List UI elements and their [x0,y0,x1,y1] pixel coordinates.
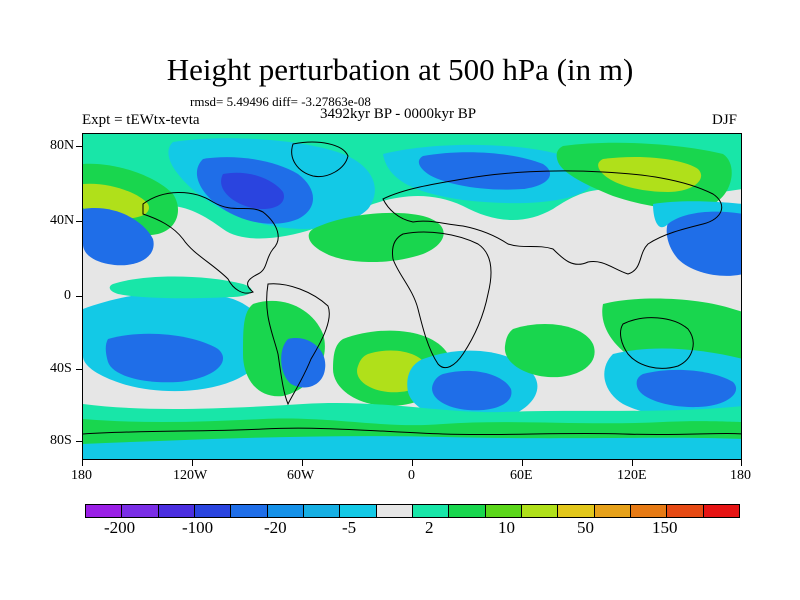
contour-cyan-npacific-right [653,201,741,228]
colorbar-swatch [667,505,704,517]
colorbar-label: 10 [498,518,515,537]
contour-blue-npacific-right [666,209,741,276]
rmsd-stats: rmsd= 5.49496 diff= -3.27863e-08 [190,94,371,109]
season-label: DJF [712,112,738,128]
ytick-40n [76,221,82,222]
ytick-80n [76,146,82,147]
xtick-120w [192,460,193,466]
colorbar-swatch [194,505,232,517]
colorbar-swatch [703,505,739,517]
lon-label-180-left: 180 [71,468,92,483]
time-period-label: 3492kyr BP - 0000kyr BP [320,106,477,122]
contour-blue-southpacific [105,333,224,383]
colorbar-swatch [594,505,631,517]
colorbar-label: 150 [652,518,678,537]
lon-label-60w: 60W [287,468,315,483]
contour-blue-south-indian [432,370,512,411]
ytick-80s [76,441,82,442]
colorbar-swatch [231,505,268,517]
xtick-180w [82,460,83,466]
xtick-60w [302,460,303,466]
map-panel [82,133,742,460]
colorbar-label: -100 [182,518,214,537]
colorbar [85,504,740,518]
colorbar-swatch [340,505,377,517]
contour-teal-pacific-equator [109,276,252,299]
contour-yellowgreen-siberia [598,157,702,192]
contour-blue-eurasia [418,152,551,190]
lat-label-40s: 40S [50,361,72,376]
colorbar-swatch [267,505,304,517]
coast-south-america [266,283,330,406]
xtick-0 [412,460,413,466]
xtick-120e [632,460,633,466]
colorbar-swatch [521,505,559,517]
contour-blue-australia-south [636,369,737,408]
contour-cyan-antarctica [83,436,741,459]
lon-label-120e: 120E [617,468,647,483]
colorbar-label: -5 [342,518,357,537]
colorbar-swatch [630,505,668,517]
colorbar-swatch [558,505,595,517]
colorbar-label: -20 [264,518,287,537]
contour-darkblue-greenland [221,172,284,210]
xtick-60e [522,460,523,466]
lon-label-180-right: 180 [730,468,751,483]
colorbar-label: -200 [104,518,136,537]
lat-label-80n: 80N [50,138,75,153]
lon-label-60e: 60E [510,468,533,483]
colorbar-swatch [412,505,450,517]
contour-green-indian [504,324,595,378]
experiment-label: Expt = tEWtx-tevta [82,112,200,128]
contour-blue-argentina [281,338,326,388]
coast-europe-asia [382,170,723,275]
colorbar-swatch [449,505,486,517]
ytick-0 [76,296,82,297]
ytick-40s [76,369,82,370]
colorbar-swatch [303,505,341,517]
contour-green-atlantic [308,212,444,263]
contour-map [83,134,741,459]
lon-label-0: 0 [408,468,415,483]
colorbar-label: 2 [425,518,434,537]
colorbar-swatch [485,505,522,517]
colorbar-swatch [122,505,159,517]
lat-label-80s: 80S [50,433,72,448]
colorbar-swatch [86,505,123,517]
lat-label-40n: 40N [50,213,75,228]
coast-australia [620,317,694,369]
contour-blue-npacific-east [83,208,154,266]
coast-africa [392,231,492,369]
colorbar-label: 50 [577,518,594,537]
figure-title: Height perturbation at 500 hPa (in m) [166,52,634,87]
coast-north-america [142,192,279,294]
lat-label-0: 0 [64,288,71,303]
colorbar-swatch [376,505,413,517]
xtick-180e [741,460,742,466]
coastlines [83,141,741,436]
coast-greenland [291,141,349,178]
colorbar-swatch [158,505,195,517]
lon-label-120w: 120W [173,468,208,483]
coast-antarctica [83,427,741,436]
